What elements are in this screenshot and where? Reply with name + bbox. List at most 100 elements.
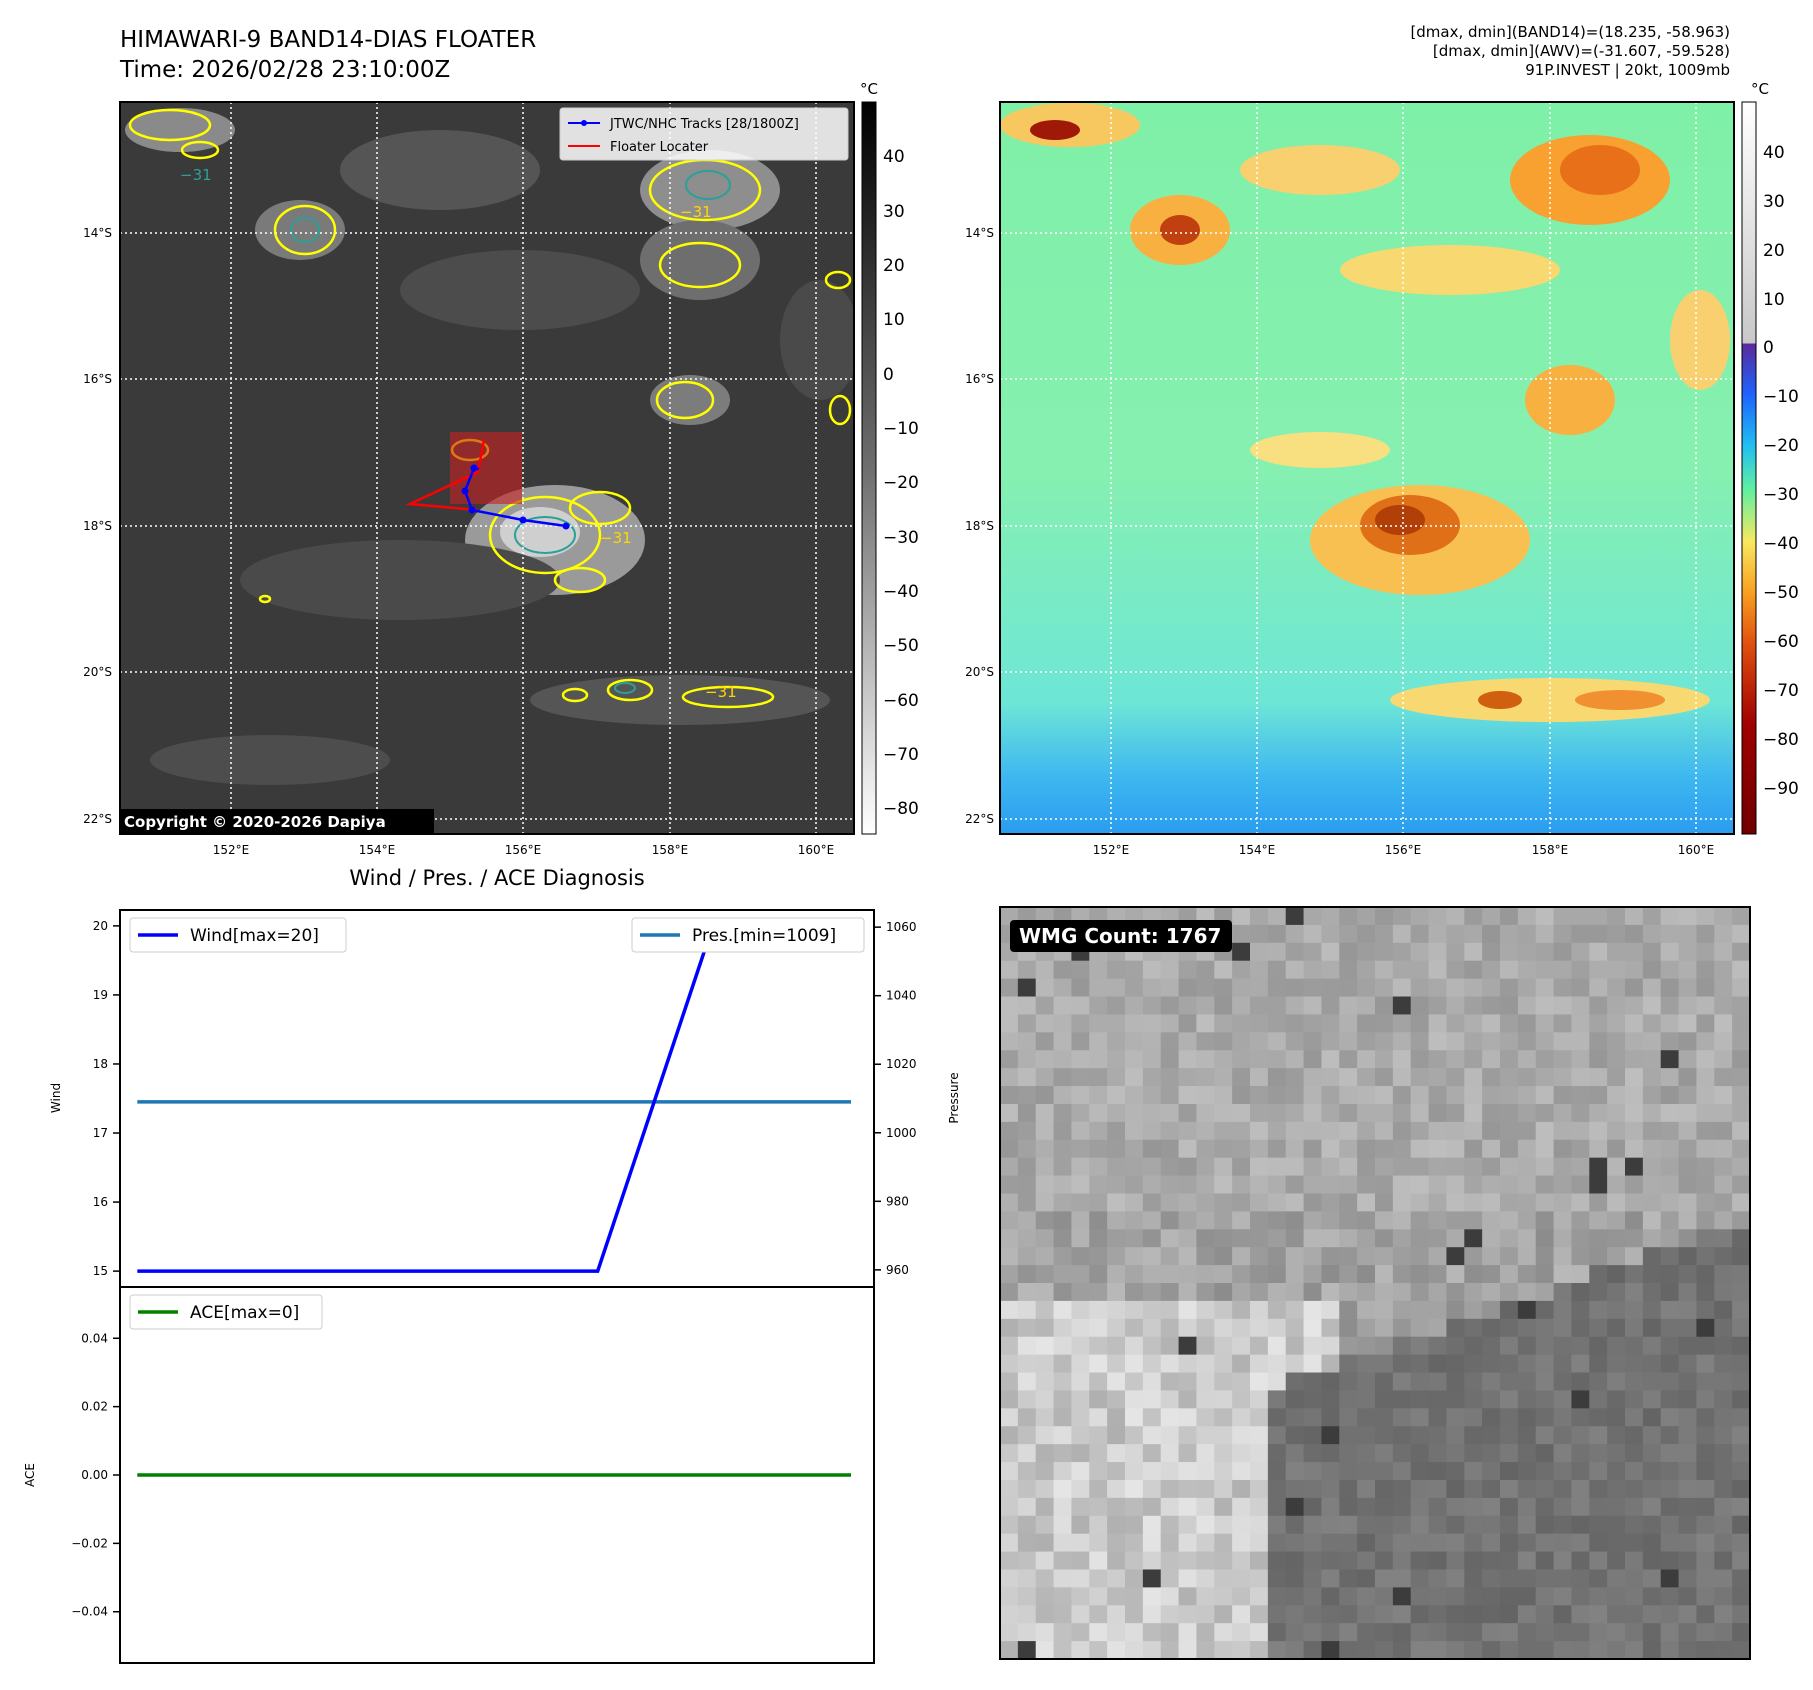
colorbar-tick: −10	[1763, 387, 1799, 407]
contour-label: −31	[600, 529, 632, 547]
figure-title: HIMAWARI-9 BAND14-DIAS FLOATER	[120, 27, 537, 53]
axis-tick-label: 0.00	[81, 1468, 108, 1482]
left-lon-labels: 152°E 154°E 156°E 158°E 160°E	[213, 843, 835, 857]
right-colorbar	[1741, 101, 1757, 835]
pressure-yticks: 960 980 1000 1020 1040 1060	[874, 920, 917, 1277]
left-map-contours	[128, 108, 852, 709]
lon-label: 160°E	[1678, 843, 1715, 857]
pressure-legend: Pres.[min=1009]	[631, 917, 865, 953]
wind-pressure-chart: 15 16 17 18 19 20 960 980 1000 1020 1040 1060 Wind…	[49, 909, 961, 1288]
left-map-panel: −31 −31 −31 −31 JTWC/NHC Tracks [28/1800…	[83, 80, 919, 857]
wmg-frame	[999, 906, 1751, 1660]
axis-tick-label: 1060	[886, 920, 917, 934]
wind-ylabel: Wind	[49, 1083, 63, 1113]
colorbar-tick: −80	[883, 799, 919, 819]
left-map-inner-contours	[290, 170, 731, 694]
colorbar-tick: 10	[883, 310, 905, 330]
colorbar-tick: −10	[883, 419, 919, 439]
left-colorbar-ticks: 40 30 20 10 0 −10 −20 −30 −40 −50 −60 −7…	[883, 147, 919, 819]
colorbar-tick: −50	[883, 636, 919, 656]
lat-label: 14°S	[965, 226, 994, 240]
pressure-ylabel: Pressure	[947, 1072, 961, 1123]
axis-tick-label: 18	[93, 1057, 108, 1071]
axis-tick-label: 0.02	[81, 1400, 108, 1414]
lon-label: 154°E	[1239, 843, 1276, 857]
axis-tick-label: 16	[93, 1195, 108, 1209]
stats-awv: [dmax, dmin](AWV)=(-31.607, -59.528)	[1432, 42, 1730, 60]
left-map-legend: JTWC/NHC Tracks [28/1800Z] Floater Locat…	[559, 107, 849, 161]
colorbar-tick: 0	[1763, 338, 1774, 358]
legend-floater-label: Floater Locater	[610, 140, 709, 155]
colorbar-tick: 30	[883, 202, 905, 222]
wmg-pixel-field	[1000, 907, 1751, 1660]
left-lat-labels: 14°S 16°S 18°S 20°S 22°S	[83, 226, 112, 826]
colorbar-tick: −80	[1763, 730, 1799, 750]
colorbar-tick: 0	[883, 365, 894, 385]
contour-label: −31	[680, 203, 712, 221]
axis-tick-label: 15	[93, 1264, 108, 1278]
colorbar-tick: 40	[1763, 143, 1785, 163]
lat-label: 22°S	[83, 812, 112, 826]
colorbar-tick: −60	[1763, 632, 1799, 652]
colorbar-tick: −70	[883, 745, 919, 765]
copyright-box	[120, 809, 434, 833]
axis-tick-label: 0.04	[81, 1331, 108, 1345]
axis-tick-label: 19	[93, 988, 108, 1002]
ace-ylabel: ACE	[23, 1463, 37, 1487]
left-colorbar-unit: °C	[860, 80, 878, 98]
axis-tick-label: −0.02	[71, 1536, 108, 1550]
ace-legend-label: ACE[max=0]	[190, 1303, 299, 1323]
right-map-gridlines	[1000, 102, 1734, 834]
contour-label: −31	[705, 683, 737, 701]
lon-label: 152°E	[213, 843, 250, 857]
axis-tick-label: 980	[886, 1194, 909, 1208]
colorbar-tick: 30	[1763, 192, 1785, 212]
right-map-panel: 14°S 16°S 18°S 20°S 22°S 152°E 154°E 156…	[965, 80, 1799, 857]
wind-yticks: 15 16 17 18 19 20	[93, 919, 120, 1278]
stats-storm: 91P.INVEST | 20kt, 1009mb	[1525, 61, 1730, 79]
diagnosis-title: Wind / Pres. / ACE Diagnosis	[349, 866, 645, 890]
axis-tick-label: 960	[886, 1263, 909, 1277]
legend-jtwc-label: JTWC/NHC Tracks [28/1800Z]	[609, 117, 799, 132]
lat-label: 16°S	[965, 372, 994, 386]
wmg-count-box	[1010, 920, 1232, 952]
wind-plot-frame	[119, 909, 875, 1288]
lat-label: 18°S	[965, 519, 994, 533]
wind-legend: Wind[max=20]	[129, 917, 347, 953]
lon-label: 156°E	[1385, 843, 1422, 857]
colorbar-tick: −20	[883, 473, 919, 493]
wmg-count-label: WMG Count: 1767	[1019, 924, 1221, 948]
floater-locater-line	[405, 439, 486, 512]
right-map-frame	[999, 101, 1735, 835]
colorbar-tick: 20	[883, 256, 905, 276]
lat-label: 20°S	[965, 665, 994, 679]
colorbar-tick: −60	[883, 691, 919, 711]
colorbar-tick: −20	[1763, 436, 1799, 456]
axis-tick-label: −0.04	[71, 1605, 108, 1619]
lon-label: 158°E	[652, 843, 689, 857]
pressure-legend-label: Pres.[min=1009]	[692, 926, 836, 946]
colorbar-tick: −40	[1763, 534, 1799, 554]
lat-label: 18°S	[83, 519, 112, 533]
colorbar-tick: 10	[1763, 290, 1785, 310]
right-colorbar-unit: °C	[1751, 80, 1769, 98]
colorbar-tick: −40	[883, 582, 919, 602]
colorbar-tick: −70	[1763, 681, 1799, 701]
stats-band14: [dmax, dmin](BAND14)=(18.235, -58.963)	[1410, 23, 1730, 41]
right-map-clouds	[1000, 103, 1730, 722]
colorbar-tick: −30	[883, 528, 919, 548]
colorbar-tick: 40	[883, 147, 905, 167]
floater-box	[450, 432, 522, 504]
right-lat-labels: 14°S 16°S 18°S 20°S 22°S	[965, 226, 994, 826]
ace-legend: ACE[max=0]	[129, 1294, 323, 1330]
colorbar-tick: −50	[1763, 583, 1799, 603]
left-map-frame	[119, 101, 855, 835]
colorbar-tick: −90	[1763, 779, 1799, 799]
axis-tick-label: 17	[93, 1126, 108, 1140]
colorbar-tick: −30	[1763, 485, 1799, 505]
lon-label: 158°E	[1532, 843, 1569, 857]
lon-label: 160°E	[798, 843, 835, 857]
right-colorbar-ticks: 40 30 20 10 0 −10 −20 −30 −40 −50 −60 −7…	[1763, 143, 1799, 799]
axis-tick-label: 1000	[886, 1126, 917, 1140]
colorbar-tick: 20	[1763, 241, 1785, 261]
